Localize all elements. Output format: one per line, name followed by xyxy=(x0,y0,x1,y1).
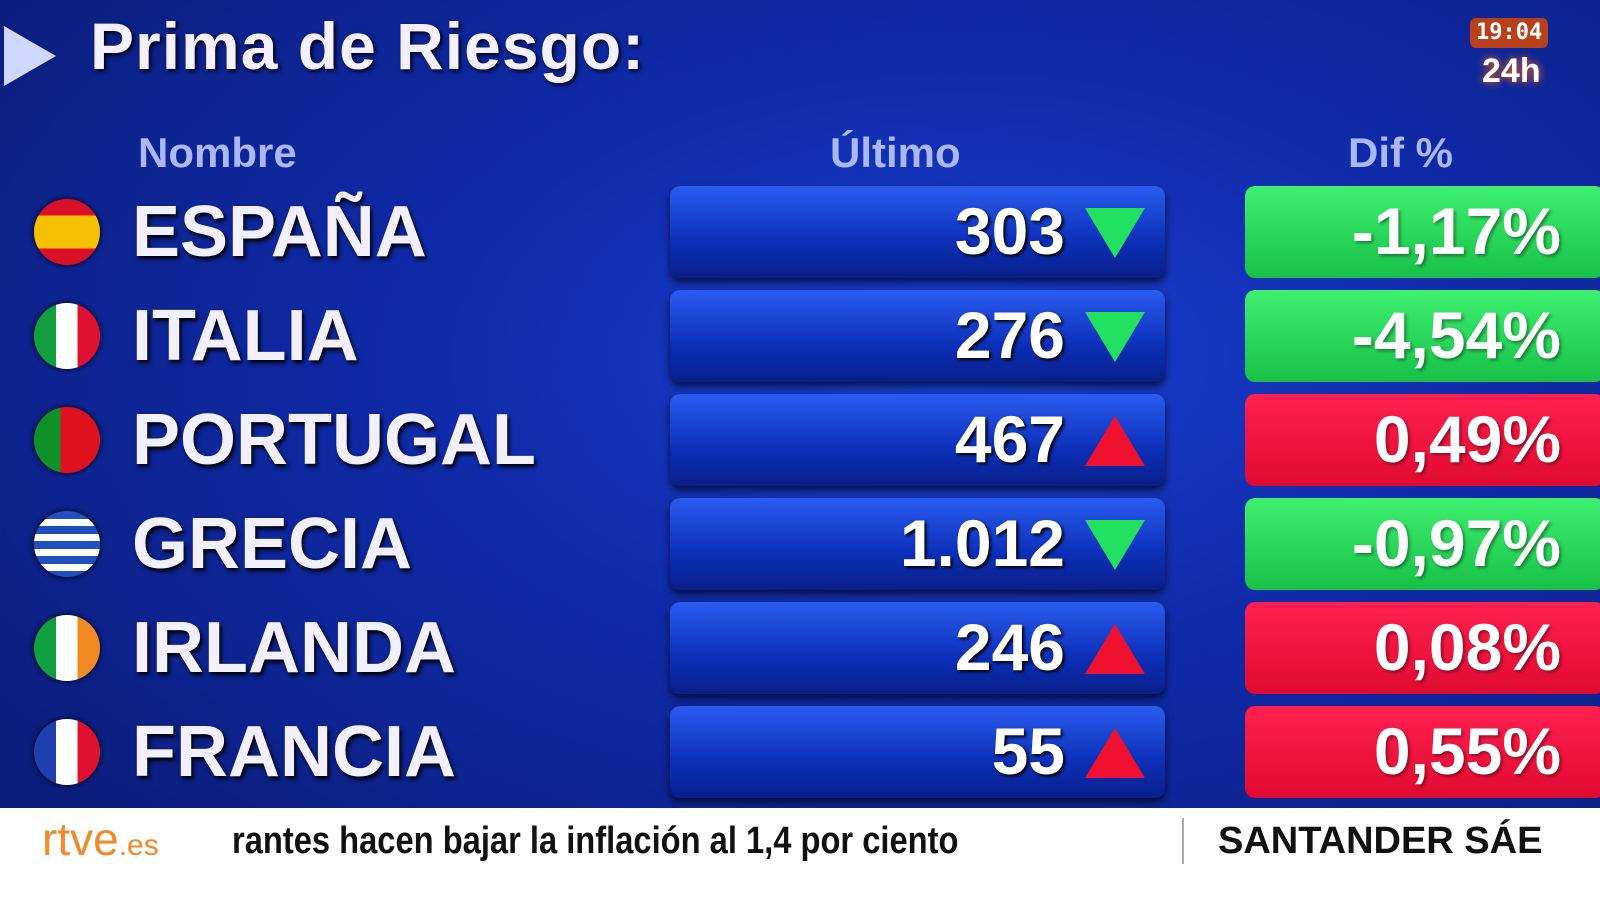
last-value: 303 xyxy=(954,194,1065,268)
ticker-separator xyxy=(1182,818,1184,864)
ireland-flag-icon xyxy=(34,615,100,681)
diff-box: 0,55% xyxy=(1245,706,1600,798)
country-name: ESPAÑA xyxy=(132,192,427,272)
rtve-logo: rtve.es xyxy=(42,813,159,865)
news-ticker: rtve.es rantes hacen bajar la inflación … xyxy=(0,808,1600,901)
diff-box: -4,54% xyxy=(1245,290,1600,382)
table-row: ESPAÑA 303 -1,17% xyxy=(0,186,1600,278)
portugal-flag-icon xyxy=(34,407,100,473)
diff-value: -0,97% xyxy=(1351,506,1561,580)
last-value: 467 xyxy=(954,402,1065,476)
table-row: GRECIA 1.012 -0,97% xyxy=(0,498,1600,590)
last-value: 1.012 xyxy=(899,506,1065,580)
last-value-box: 1.012 xyxy=(670,498,1165,590)
last-value: 55 xyxy=(991,714,1065,788)
arrow-down-icon xyxy=(1085,520,1145,570)
diff-value: 0,08% xyxy=(1373,610,1561,684)
last-value-box: 276 xyxy=(670,290,1165,382)
header-diff: Dif % xyxy=(1348,129,1453,176)
last-value: 246 xyxy=(954,610,1065,684)
last-value: 276 xyxy=(954,298,1065,372)
last-value-box: 467 xyxy=(670,394,1165,486)
last-value-box: 246 xyxy=(670,602,1165,694)
arrow-down-icon xyxy=(1085,312,1145,362)
country-name: FRANCIA xyxy=(132,712,456,792)
arrow-up-icon xyxy=(1085,728,1145,778)
italy-flag-icon xyxy=(34,303,100,369)
diff-value: 0,49% xyxy=(1373,402,1561,476)
spain-flag-icon xyxy=(34,199,100,265)
table-row: PORTUGAL 467 0,49% xyxy=(0,394,1600,486)
last-value-box: 55 xyxy=(670,706,1165,798)
last-value-box: 303 xyxy=(670,186,1165,278)
diff-value: 0,55% xyxy=(1373,714,1561,788)
diff-box: 0,08% xyxy=(1245,602,1600,694)
country-name: PORTUGAL xyxy=(132,400,536,480)
ticker-next: SANTANDER SÁE xyxy=(1218,820,1543,862)
country-name: GRECIA xyxy=(132,504,413,584)
header-name: Nombre xyxy=(138,129,297,176)
ticker-headline: rantes hacen bajar la inflación al 1,4 p… xyxy=(232,820,959,862)
country-name: ITALIA xyxy=(132,296,359,376)
diff-box: 0,49% xyxy=(1245,394,1600,486)
table-row: IRLANDA 246 0,08% xyxy=(0,602,1600,694)
country-name: IRLANDA xyxy=(132,608,456,688)
diff-value: -1,17% xyxy=(1351,194,1561,268)
arrow-up-icon xyxy=(1085,416,1145,466)
greece-flag-icon xyxy=(34,511,100,577)
table-row: ITALIA 276 -4,54% xyxy=(0,290,1600,382)
diff-box: -1,17% xyxy=(1245,186,1600,278)
diff-box: -0,97% xyxy=(1245,498,1600,590)
play-arrow-icon xyxy=(4,26,56,86)
arrow-up-icon xyxy=(1085,624,1145,674)
table-row: FRANCIA 55 0,55% xyxy=(0,706,1600,798)
arrow-down-icon xyxy=(1085,208,1145,258)
channel-logo: 24h xyxy=(1482,52,1541,90)
france-flag-icon xyxy=(34,719,100,785)
page-title: Prima de Riesgo: xyxy=(90,9,646,83)
header-last: Último xyxy=(830,129,961,176)
diff-value: -4,54% xyxy=(1351,298,1561,372)
clock: 19:04 xyxy=(1470,18,1549,49)
